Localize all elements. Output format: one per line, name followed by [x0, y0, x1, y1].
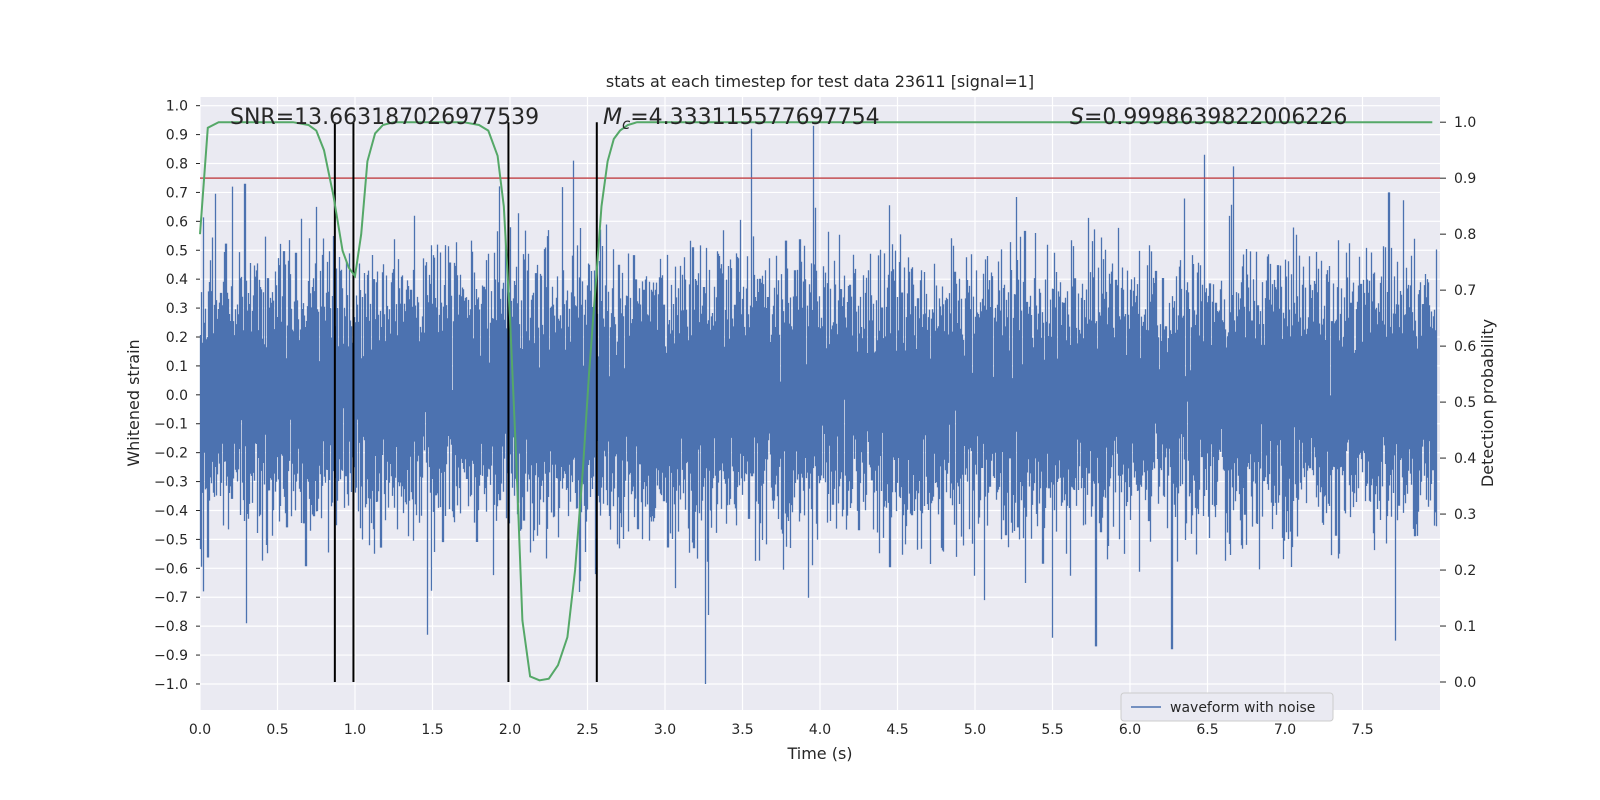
y2-tick-label: 0.7 — [1454, 283, 1476, 299]
y-tick-label: 1.0 — [166, 99, 188, 115]
y-tick-label: 0.8 — [166, 157, 188, 173]
y2-tick-label: 0.9 — [1454, 171, 1476, 187]
y2-tick-label: 0.5 — [1454, 395, 1476, 411]
legend-label-waveform: waveform with noise — [1170, 700, 1315, 716]
x-tick-label: 7.5 — [1351, 722, 1373, 738]
x-tick-label: 3.5 — [731, 722, 753, 738]
y2-tick-label: 0.2 — [1454, 563, 1476, 579]
x-tick-label: 4.0 — [809, 722, 831, 738]
chirp-mass-annotation: Mc=4.333115577697754 — [603, 105, 880, 133]
x-tick-label: 5.0 — [964, 722, 986, 738]
y-tick-label: 0.6 — [166, 214, 188, 230]
y-tick-label: 0.4 — [166, 272, 188, 288]
score-value: =0.9998639822006226 — [1084, 105, 1347, 130]
waveform-series — [199, 125, 1438, 684]
chirp-mass-subscript: c — [622, 115, 631, 133]
waveform-line — [199, 125, 1438, 684]
y2-tick-label: 0.8 — [1454, 227, 1476, 243]
y-tick-label: 0.2 — [166, 330, 188, 346]
y-tick-label: −1.0 — [154, 677, 188, 693]
y-axis-left-ticks: 1.0 0.9 0.8 0.7 0.6 0.5 0.4 0.3 0.2 0.1 0.0 −0.1 −0.… — [154, 99, 200, 693]
y-tick-label: 0.3 — [166, 301, 188, 317]
x-tick-label: 6.5 — [1196, 722, 1218, 738]
chirp-mass-value: =4.333115577697754 — [630, 105, 879, 130]
score-symbol: S — [1070, 105, 1084, 130]
x-tick-label: 4.5 — [886, 722, 908, 738]
y-tick-label: 0.5 — [166, 243, 188, 259]
y-tick-label: −0.5 — [154, 532, 188, 548]
x-tick-label: 0.0 — [189, 722, 211, 738]
y-tick-label: −0.7 — [154, 590, 188, 606]
legend-box — [1120, 692, 1334, 722]
y-tick-label: −0.6 — [154, 561, 188, 577]
y2-tick-label: 1.0 — [1454, 115, 1476, 131]
y-tick-label: −0.2 — [154, 446, 188, 462]
y-tick-label: 0.1 — [166, 359, 188, 375]
x-tick-label: 5.5 — [1041, 722, 1063, 738]
y2-tick-label: 0.6 — [1454, 339, 1476, 355]
y-tick-label: −0.9 — [154, 648, 188, 664]
x-tick-label: 1.5 — [421, 722, 443, 738]
chirp-mass-symbol: M — [603, 105, 622, 130]
x-axis-ticks: 0.0 0.5 1.0 1.5 2.0 2.5 3.0 3.5 4.0 4.5 5.0 5.5 6.0 6… — [189, 722, 1374, 738]
overlay-layer — [199, 121, 1440, 683]
y-axis-right-ticks: 1.0 0.9 0.8 0.7 0.6 0.5 0.4 0.3 0.2 0.1 0.0 — [1440, 115, 1476, 691]
legend: waveform with noise — [1120, 692, 1334, 722]
x-tick-label: 3.0 — [654, 722, 676, 738]
y2-tick-label: 0.4 — [1454, 451, 1476, 467]
detection-probability-line — [199, 121, 1433, 682]
y-tick-label: −0.8 — [154, 619, 188, 635]
y2-tick-label: 0.3 — [1454, 507, 1476, 523]
y-tick-label: −0.4 — [154, 503, 188, 519]
y-tick-label: 0.9 — [166, 128, 188, 144]
y-tick-label: 0.0 — [166, 388, 188, 404]
y-tick-label: −0.3 — [154, 475, 188, 491]
y-axis-label: Whitened strain — [124, 339, 143, 466]
y2-axis-label: Detection probability — [1478, 319, 1497, 487]
x-tick-label: 1.0 — [344, 722, 366, 738]
x-tick-label: 2.0 — [499, 722, 521, 738]
x-tick-label: 6.0 — [1119, 722, 1141, 738]
score-annotation: S=0.9998639822006226 — [1070, 105, 1347, 130]
chart-title: stats at each timestep for test data 236… — [606, 72, 1034, 91]
x-tick-label: 7.0 — [1274, 722, 1296, 738]
snr-annotation: SNR=13.663187026977539 — [230, 105, 539, 130]
y-tick-label: 0.7 — [166, 185, 188, 201]
x-axis-label: Time (s) — [786, 744, 852, 763]
y2-tick-label: 0.0 — [1454, 675, 1476, 691]
x-tick-label: 2.5 — [576, 722, 598, 738]
y-tick-label: −0.1 — [154, 417, 188, 433]
x-tick-label: 0.5 — [266, 722, 288, 738]
y2-tick-label: 0.1 — [1454, 619, 1476, 635]
